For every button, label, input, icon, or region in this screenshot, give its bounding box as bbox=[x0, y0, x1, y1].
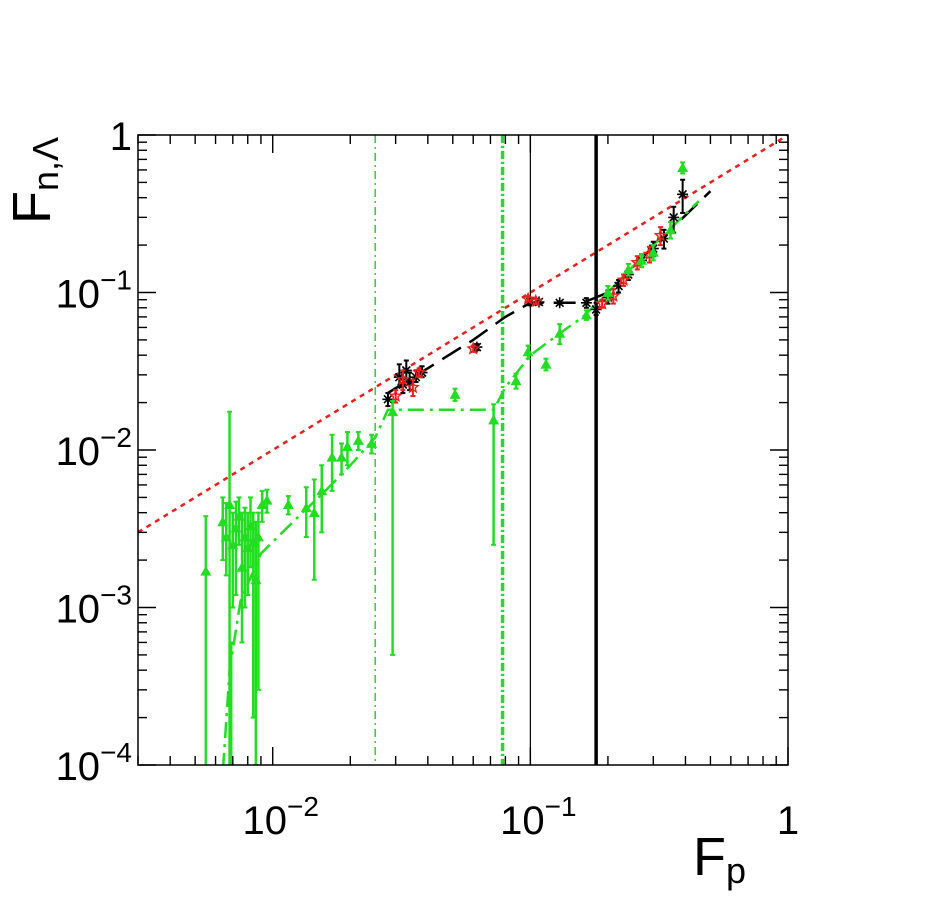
data-points bbox=[200, 161, 689, 765]
series-triangle-2 bbox=[200, 161, 689, 765]
data-point bbox=[316, 485, 328, 496]
data-point bbox=[200, 565, 212, 576]
data-point bbox=[382, 393, 394, 405]
data-point bbox=[554, 327, 566, 338]
data-point bbox=[580, 297, 592, 309]
y-axis-title-main: F bbox=[2, 191, 62, 224]
data-point bbox=[412, 365, 427, 379]
x-axis-title-sub: p bbox=[726, 850, 746, 891]
data-point bbox=[366, 437, 378, 448]
data-point bbox=[352, 434, 364, 445]
data-point bbox=[336, 451, 348, 462]
data-point bbox=[590, 304, 602, 315]
diagonal-reference-line bbox=[138, 135, 788, 534]
y-tick-label: 10−2 bbox=[56, 422, 132, 474]
data-point bbox=[252, 531, 264, 542]
data-point bbox=[404, 376, 416, 388]
data-point bbox=[308, 507, 320, 518]
data-point bbox=[622, 263, 634, 274]
reference-lines bbox=[138, 135, 788, 765]
data-point bbox=[521, 291, 536, 305]
data-point bbox=[400, 364, 412, 376]
axis-ticks bbox=[137, 134, 789, 766]
data-point bbox=[540, 358, 552, 369]
x-tick-label: 10−2 bbox=[242, 791, 318, 843]
data-point bbox=[677, 162, 689, 173]
data-point bbox=[522, 346, 534, 357]
y-tick-label: 10−3 bbox=[56, 580, 132, 632]
y-tick-label: 1 bbox=[110, 115, 132, 159]
data-point bbox=[602, 287, 614, 297]
data-point bbox=[449, 389, 461, 399]
fit-curve-green bbox=[222, 200, 700, 765]
data-point bbox=[647, 246, 659, 257]
data-point bbox=[488, 414, 500, 425]
data-point bbox=[261, 494, 273, 505]
data-point bbox=[677, 188, 689, 200]
data-point bbox=[326, 451, 338, 462]
data-point bbox=[341, 441, 353, 452]
y-axis-title: Fn,Λ bbox=[2, 137, 66, 224]
data-point bbox=[635, 254, 647, 265]
x-tick-label: 10−1 bbox=[500, 791, 576, 843]
data-point bbox=[528, 293, 543, 308]
data-point bbox=[300, 502, 312, 513]
data-point bbox=[580, 309, 592, 320]
data-point bbox=[510, 375, 522, 386]
x-axis-title: Fp bbox=[693, 827, 746, 891]
data-point bbox=[653, 228, 668, 242]
tick-labels: 10−2 10−1 1 10−4 10−3 10−2 10−1 1 bbox=[56, 115, 800, 843]
data-point bbox=[224, 499, 236, 510]
data-point bbox=[466, 341, 481, 355]
y-axis-title-sub: n,Λ bbox=[25, 137, 66, 191]
data-point bbox=[554, 297, 566, 309]
data-point bbox=[395, 372, 410, 386]
data-point bbox=[668, 211, 680, 223]
data-point bbox=[387, 406, 399, 417]
data-point bbox=[613, 280, 625, 292]
x-tick-label: 1 bbox=[777, 799, 799, 843]
y-tick-label: 10−1 bbox=[56, 265, 132, 317]
data-point bbox=[595, 296, 610, 310]
data-point bbox=[665, 224, 677, 235]
y-axis-title-group: Fn,Λ bbox=[2, 137, 66, 224]
data-point bbox=[282, 499, 294, 510]
y-tick-label: 10−4 bbox=[56, 737, 132, 789]
data-point bbox=[405, 379, 420, 394]
data-point bbox=[388, 388, 403, 403]
x-axis-title-main: F bbox=[693, 827, 726, 887]
data-point bbox=[616, 272, 631, 287]
